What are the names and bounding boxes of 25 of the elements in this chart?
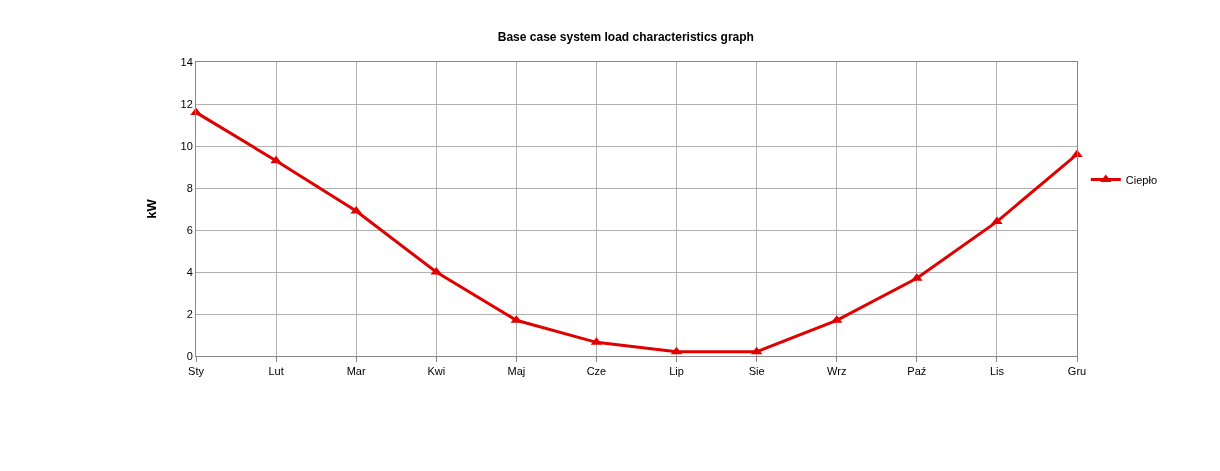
y-tick-label: 4	[186, 265, 193, 278]
x-tick-label: Cze	[586, 365, 607, 378]
chart-title: Base case system load characteristics graph	[497, 30, 754, 45]
y-tick-label: 8	[186, 181, 193, 194]
y-tick-label: 2	[186, 307, 193, 320]
y-axis-title: kW	[144, 198, 160, 219]
x-tick-label: Mar	[346, 365, 366, 378]
x-tick-label: Sty	[188, 365, 205, 378]
x-tick-label: Sie	[748, 365, 765, 378]
y-tick-label: 10	[180, 139, 193, 152]
x-tick-label: Kwi	[427, 365, 446, 378]
y-tick-label: 0	[186, 349, 193, 362]
y-tick-label: 12	[180, 97, 193, 110]
x-tick-label: Gru	[1067, 365, 1087, 378]
x-tick-label: Lut	[268, 365, 284, 378]
y-tick-label: 14	[180, 55, 193, 68]
y-tick-label: 6	[186, 223, 193, 236]
x-tick-label: Lip	[669, 365, 684, 378]
point	[270, 155, 282, 164]
x-tick-label: Wrz	[827, 365, 847, 378]
x-tick-label: Lis	[989, 365, 1005, 378]
point	[991, 216, 1003, 225]
legend-label: Ciepło	[1125, 173, 1157, 186]
x-tick-label: Paź	[907, 365, 927, 378]
x-tick-label: Maj	[507, 365, 526, 378]
